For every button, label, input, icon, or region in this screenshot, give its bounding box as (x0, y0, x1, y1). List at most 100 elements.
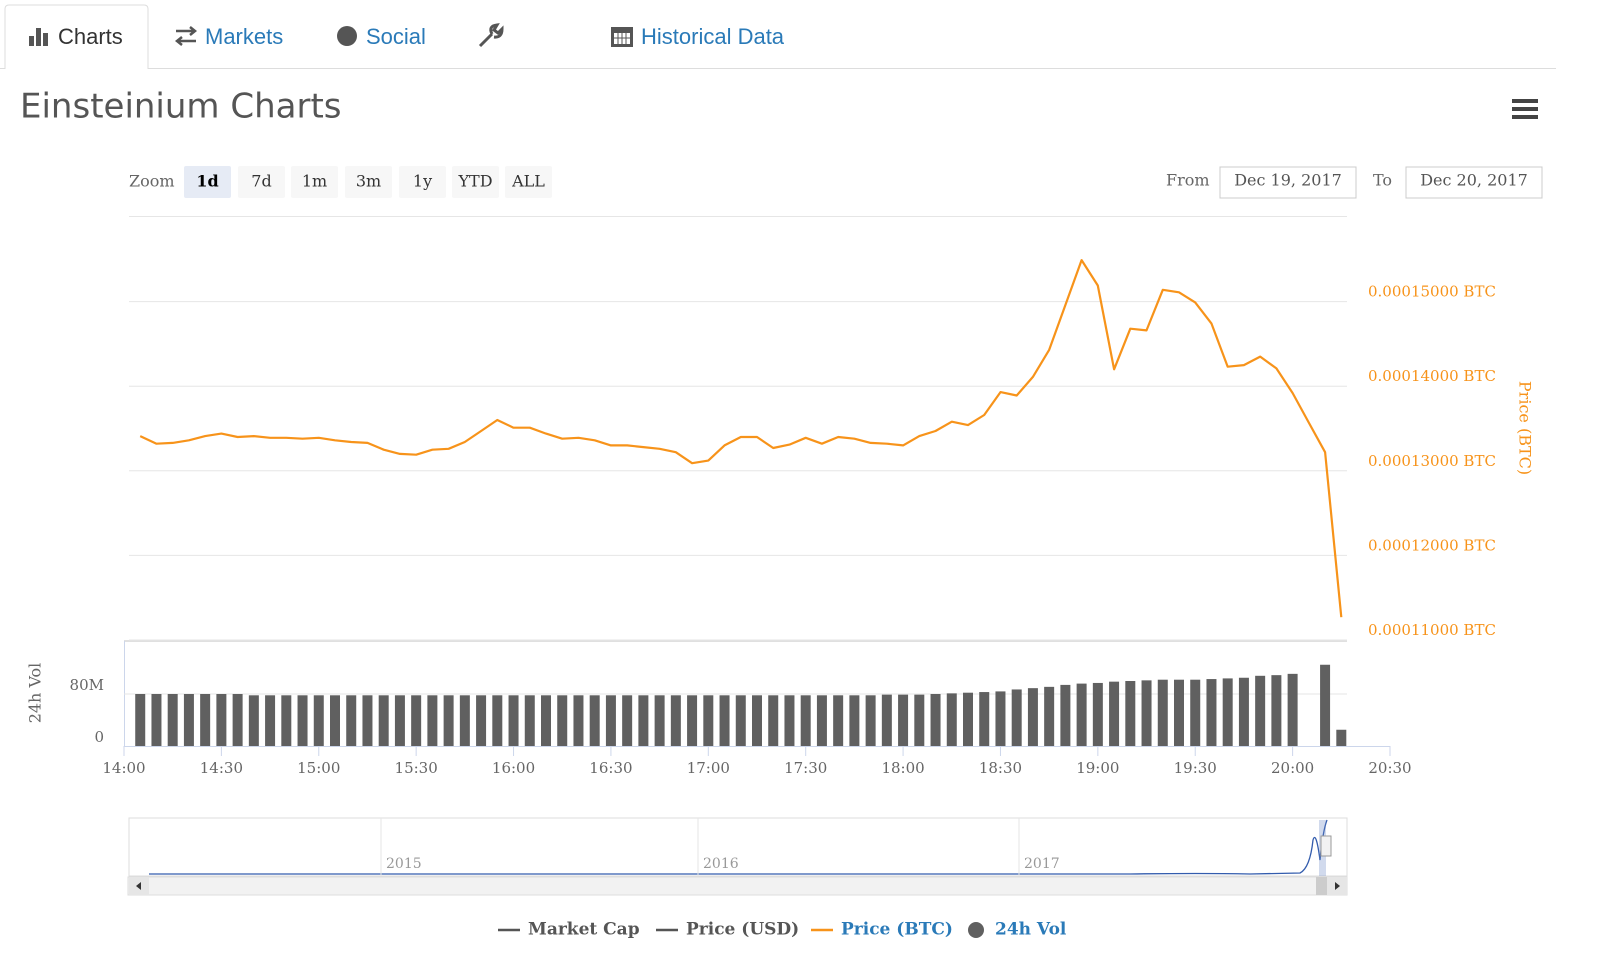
y-axis-title: 24h Vol (26, 663, 45, 724)
zoom-button-label[interactable]: ALL (511, 172, 545, 191)
volume-bar (1157, 679, 1168, 746)
volume-bar (151, 694, 162, 746)
volume-bar (1125, 681, 1136, 746)
x-tick-label: 16:30 (589, 759, 632, 777)
volume-bar (508, 695, 519, 746)
page-title: Einsteinium Charts (20, 87, 342, 127)
y-tick-label: 0 (94, 728, 104, 746)
tab[interactable]: Markets (205, 24, 283, 49)
volume-bar (768, 695, 779, 746)
volume-bar (719, 695, 730, 746)
menu-button[interactable] (1512, 99, 1538, 119)
volume-bar (248, 695, 259, 746)
x-tick-label: 15:00 (297, 759, 340, 777)
tab[interactable]: Social (366, 24, 426, 49)
volume-bar (346, 695, 357, 746)
volume-bar (784, 695, 795, 746)
zoom-button-label[interactable]: 7d (251, 172, 271, 191)
zoom-button-label[interactable]: 1m (302, 172, 327, 191)
zoom-button-label[interactable]: 3m (356, 172, 381, 191)
social-icon (337, 26, 357, 46)
volume-bar (1092, 682, 1103, 746)
volume-bar (865, 695, 876, 746)
volume-bar (1027, 688, 1038, 746)
volume-bar (963, 692, 973, 746)
zoom-button[interactable] (291, 166, 338, 198)
volume-bar (200, 694, 211, 746)
zoom-buttons: 1d 7d 1m 3m 1y YTD ALL (184, 166, 552, 198)
legend-symbol (968, 922, 984, 938)
zoom-label: Zoom (129, 172, 175, 191)
volume-bar (1222, 678, 1233, 746)
volume-bar (833, 695, 844, 746)
volume-bar (849, 695, 860, 746)
charts-icon (29, 28, 48, 46)
from-input[interactable] (1219, 166, 1357, 199)
to-label: To (1373, 171, 1392, 190)
x-tick-label: 17:00 (687, 759, 730, 777)
volume-bar (427, 695, 438, 746)
y2-tick-label: 0.00012000 BTC (1368, 536, 1496, 554)
zoom-button-label[interactable]: YTD (457, 172, 492, 191)
to-input[interactable] (1405, 166, 1543, 199)
tab[interactable]: Charts (58, 24, 123, 49)
x-tick-label: 19:00 (1076, 759, 1119, 777)
volume-bar (1320, 664, 1331, 746)
zoom-button[interactable] (452, 166, 499, 198)
tab[interactable]: Historical Data (641, 24, 785, 49)
volume-bar (979, 692, 990, 746)
tools-icon (478, 23, 504, 48)
volume-bar (135, 694, 146, 746)
volume-bar (362, 695, 373, 746)
volume-bar (265, 695, 276, 746)
to-date[interactable]: Dec 20, 2017 (1420, 171, 1528, 190)
volume-bar (378, 695, 389, 746)
volume-bar (443, 695, 454, 746)
legend-label[interactable]: Market Cap (528, 920, 640, 940)
volume-bar (1206, 679, 1217, 746)
volume-bar (654, 695, 665, 746)
scroll-right-arrow (1335, 882, 1340, 890)
x-tick-label: 15:30 (395, 759, 438, 777)
y2-tick-label: 0.00013000 BTC (1368, 452, 1496, 470)
x-tick-label: 18:30 (979, 759, 1022, 777)
volume-bar (541, 695, 551, 746)
volume-bar (1238, 677, 1249, 746)
volume-bar (1141, 680, 1152, 746)
zoom-button[interactable] (399, 166, 446, 198)
scroll-left-arrow (136, 882, 141, 890)
volume-bar (946, 693, 957, 746)
active-tab[interactable] (4, 4, 149, 69)
volume-bar (1255, 675, 1266, 746)
volume-bar (589, 695, 600, 746)
zoom-button[interactable] (184, 166, 231, 198)
volume-bar (1060, 684, 1071, 746)
volume-bar (281, 695, 292, 746)
scrollbar[interactable] (127, 876, 1348, 896)
volume-bar (687, 695, 698, 746)
volume-bar (459, 695, 470, 746)
x-tick-label: 18:00 (881, 759, 924, 777)
zoom-button-label[interactable]: 1y (413, 172, 432, 191)
x-tick-label: 19:30 (1174, 759, 1217, 777)
calendar-icon (611, 27, 633, 47)
legend-label[interactable]: Price (USD) (686, 920, 799, 940)
volume-bar (1076, 683, 1087, 746)
navigator-label: 2015 (386, 856, 422, 872)
volume-bar (524, 695, 535, 746)
volume-bar (800, 695, 811, 746)
volume-bar (881, 694, 892, 746)
navigator[interactable] (128, 817, 1348, 877)
y2-tick-label: 0.00015000 BTC (1368, 283, 1496, 301)
zoom-button[interactable] (505, 166, 552, 198)
zoom-button[interactable] (345, 166, 392, 198)
navigator-handle[interactable] (1320, 835, 1332, 857)
zoom-button[interactable] (238, 166, 285, 198)
legend-label[interactable]: 24h Vol (995, 920, 1067, 940)
legend: Market Cap Price (USD) Price (BTC) 24h Vol (498, 920, 1067, 940)
from-date[interactable]: Dec 19, 2017 (1234, 171, 1342, 190)
scroll-thumb[interactable] (1316, 877, 1330, 895)
zoom-button-label[interactable]: 1d (196, 172, 218, 191)
volume-bar (232, 694, 243, 746)
legend-label[interactable]: Price (BTC) (841, 920, 953, 940)
